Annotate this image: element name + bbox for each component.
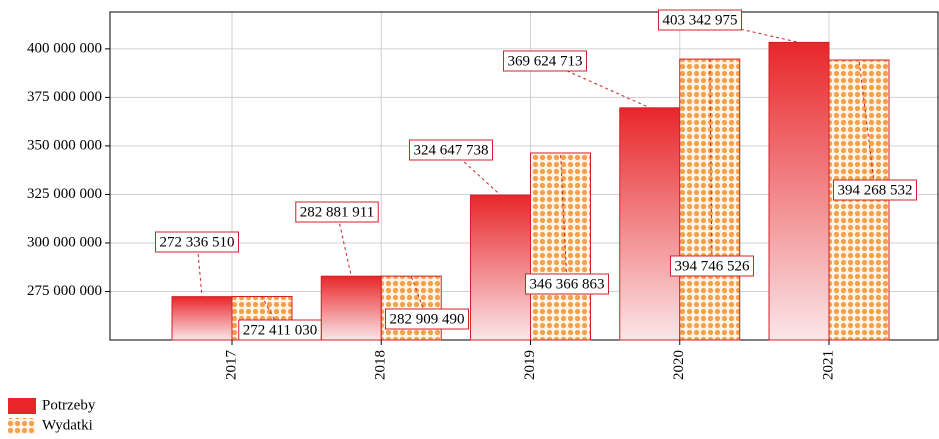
data-label: 394 268 532 <box>838 182 913 198</box>
data-label: 403 342 975 <box>663 12 738 28</box>
legend-label: Potrzeby <box>42 397 96 413</box>
label-box <box>833 179 917 201</box>
data-label: 369 624 713 <box>508 53 583 69</box>
x-tick-label: 2019 <box>522 350 538 380</box>
bar <box>380 275 442 341</box>
legend-swatch <box>8 418 36 434</box>
x-tick-label: 2021 <box>820 350 836 380</box>
y-tick-label: 275 000 000 <box>27 283 102 299</box>
label-box <box>385 308 469 330</box>
leader-line <box>560 152 568 285</box>
data-label: 346 366 863 <box>530 276 605 292</box>
y-tick-label: 400 000 000 <box>27 40 102 56</box>
label-box <box>525 273 609 295</box>
label-box <box>295 201 379 223</box>
x-tick-label: 2017 <box>223 350 239 381</box>
data-label: 282 881 911 <box>300 204 374 220</box>
data-label: 324 647 738 <box>414 142 489 158</box>
bar <box>679 58 741 341</box>
bar <box>530 152 591 341</box>
data-label: 282 909 490 <box>390 311 465 327</box>
legend-swatch <box>8 398 36 414</box>
label-box <box>658 9 742 31</box>
y-tick-label: 300 000 000 <box>27 234 102 250</box>
bar <box>768 41 830 341</box>
data-label: 272 411 030 <box>243 322 317 338</box>
y-tick-label: 325 000 000 <box>27 186 102 202</box>
data-label: 272 336 510 <box>160 234 235 250</box>
leader-line <box>709 59 713 267</box>
leader-line <box>858 59 876 191</box>
y-tick-label: 350 000 000 <box>27 137 102 153</box>
bar <box>320 275 382 341</box>
label-box <box>503 50 587 72</box>
label-box <box>238 319 322 341</box>
label-box <box>670 255 754 277</box>
bar <box>619 107 681 341</box>
x-tick-label: 2018 <box>373 350 389 380</box>
leader-line <box>699 19 800 43</box>
legend-label: Wydatki <box>42 417 93 433</box>
x-tick-label: 2020 <box>671 350 687 380</box>
leader-line <box>450 149 501 196</box>
label-box <box>409 139 493 161</box>
data-label: 394 746 526 <box>675 258 751 274</box>
leader-line <box>336 211 352 277</box>
bar <box>470 194 531 341</box>
y-tick-label: 375 000 000 <box>27 89 102 105</box>
label-box <box>155 231 239 253</box>
bar <box>171 296 233 341</box>
